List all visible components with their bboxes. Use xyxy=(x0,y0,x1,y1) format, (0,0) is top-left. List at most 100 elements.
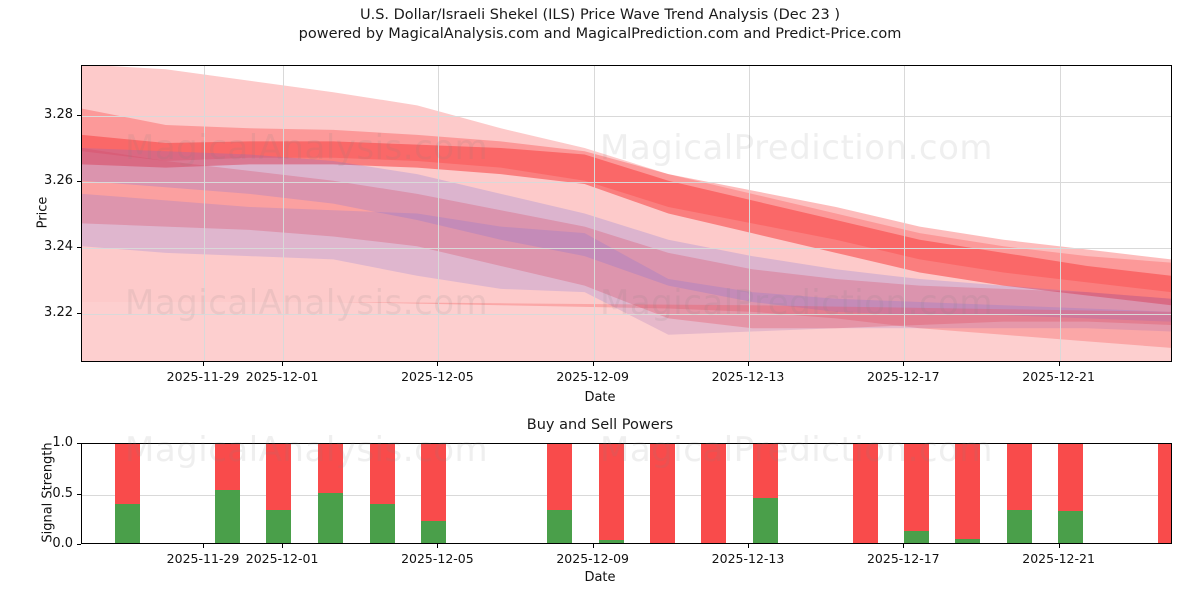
bar xyxy=(369,444,395,543)
bar-sell-segment xyxy=(1158,444,1171,543)
wave-band xyxy=(82,302,1171,361)
price-gridline-v xyxy=(749,66,750,361)
price-x-tick-label: 2025-12-17 xyxy=(866,369,940,384)
power-y-tickmark xyxy=(77,443,81,444)
bar-sell-segment xyxy=(752,444,778,498)
price-gridline-h xyxy=(82,247,1171,249)
price-x-tick-label: 2025-12-01 xyxy=(245,369,319,384)
bar-sell-segment xyxy=(852,444,878,543)
price-y-tickmark xyxy=(77,312,81,314)
page-title: U.S. Dollar/Israeli Shekel (ILS) Price W… xyxy=(359,7,841,23)
price-x-tickmark xyxy=(437,362,439,366)
bar-sell-segment xyxy=(369,444,395,504)
power-y-tick-label: 1.0 xyxy=(52,435,73,450)
price-gridline-h xyxy=(82,313,1171,315)
bar xyxy=(547,444,573,543)
price-gridline-v xyxy=(904,66,906,361)
price-x-tickmark xyxy=(1058,362,1060,366)
bar-buy-segment xyxy=(752,497,778,543)
power-x-tick-label: 2025-12-09 xyxy=(556,551,630,566)
power-x-tickmark xyxy=(1058,544,1060,548)
bar-sell-segment xyxy=(1057,444,1083,511)
price-wave-bands xyxy=(82,66,1171,361)
price-y-tickmark xyxy=(77,246,81,248)
price-gridline-v xyxy=(438,66,440,361)
price-gridline-v xyxy=(204,66,205,361)
power-x-tick-label: 2025-11-29 xyxy=(166,551,240,566)
bar-buy-segment xyxy=(214,489,240,543)
price-x-tick-label: 2025-12-21 xyxy=(1022,369,1095,384)
bar xyxy=(265,444,291,543)
power-x-tickmark xyxy=(203,544,204,548)
power-gridline-h xyxy=(82,494,1171,496)
power-y-tick-label: 0.5 xyxy=(52,485,73,501)
wave-band xyxy=(82,193,1171,335)
price-plot-area xyxy=(81,65,1172,362)
price-x-tickmark xyxy=(203,362,204,366)
price-x-tickmark xyxy=(282,362,284,366)
bar-buy-segment xyxy=(547,509,573,543)
bar-buy-segment xyxy=(115,503,141,543)
bar-buy-segment xyxy=(318,492,344,543)
bar-sell-segment xyxy=(904,444,930,531)
price-y-axis-title: Price xyxy=(35,196,51,228)
bar-sell-segment xyxy=(214,444,240,490)
price-gridline-h xyxy=(82,115,1171,117)
page-subtitle: powered by MagicalAnalysis.com and Magic… xyxy=(298,26,902,42)
bar xyxy=(852,444,878,543)
chart-title-block: U.S. Dollar/Israeli Shekel (ILS) Price W… xyxy=(0,6,1200,44)
price-gridline-v xyxy=(593,66,595,361)
bar xyxy=(115,444,141,543)
wave-band xyxy=(82,147,1171,322)
price-x-tick-label: 2025-12-09 xyxy=(556,369,630,384)
bar-buy-segment xyxy=(904,530,930,543)
bar-sell-segment xyxy=(420,444,446,521)
power-y-tick-label: 0.0 xyxy=(52,536,73,551)
power-y-tickmark xyxy=(77,544,81,545)
bar-sell-segment xyxy=(649,444,675,543)
price-y-tick-label: 3.22 xyxy=(44,304,73,320)
bar xyxy=(1057,444,1083,543)
bar xyxy=(1006,444,1032,543)
power-x-tickmark xyxy=(592,544,594,548)
bar-sell-segment xyxy=(1006,444,1032,510)
bar-buy-segment xyxy=(1057,510,1083,543)
price-x-tickmark xyxy=(592,362,594,366)
price-x-axis-title: Date xyxy=(584,390,616,405)
bar-sell-segment xyxy=(598,444,624,540)
price-y-tick-label: 3.24 xyxy=(44,238,73,254)
wave-band xyxy=(82,147,1171,329)
power-x-tick-label: 2025-12-05 xyxy=(401,551,474,566)
power-x-tick-label: 2025-12-17 xyxy=(866,551,940,566)
bar xyxy=(420,444,446,543)
buy-sell-power-chart xyxy=(81,443,1172,544)
bar-sell-segment xyxy=(318,444,344,493)
price-y-tick-label: 3.28 xyxy=(44,106,73,122)
bar-buy-segment xyxy=(955,539,981,543)
wave-band xyxy=(82,134,1171,306)
price-x-tick-label: 2025-12-05 xyxy=(401,369,474,384)
power-x-tickmark xyxy=(282,544,284,548)
power-x-tickmark xyxy=(903,544,905,548)
bar-sell-segment xyxy=(547,444,573,510)
price-gridline-h xyxy=(82,181,1171,183)
price-x-tickmark xyxy=(903,362,905,366)
bar-sell-segment xyxy=(115,444,141,504)
bar xyxy=(318,444,344,543)
price-y-tickmark xyxy=(77,114,81,116)
power-x-axis-title: Date xyxy=(584,570,616,585)
bar-sell-segment xyxy=(265,444,291,510)
bar-buy-segment xyxy=(420,520,446,543)
bar-sell-segment xyxy=(955,444,981,539)
price-gridline-v xyxy=(1059,66,1061,361)
power-x-tickmark xyxy=(437,544,439,548)
price-gridline-v xyxy=(283,66,285,361)
power-x-tick-label: 2025-12-13 xyxy=(711,551,785,566)
bar-buy-segment xyxy=(1006,509,1032,543)
bar xyxy=(598,444,624,543)
bar xyxy=(649,444,675,543)
bar xyxy=(701,444,727,543)
bar xyxy=(752,444,778,543)
price-wave-chart xyxy=(81,65,1172,362)
wave-band xyxy=(82,66,1171,348)
